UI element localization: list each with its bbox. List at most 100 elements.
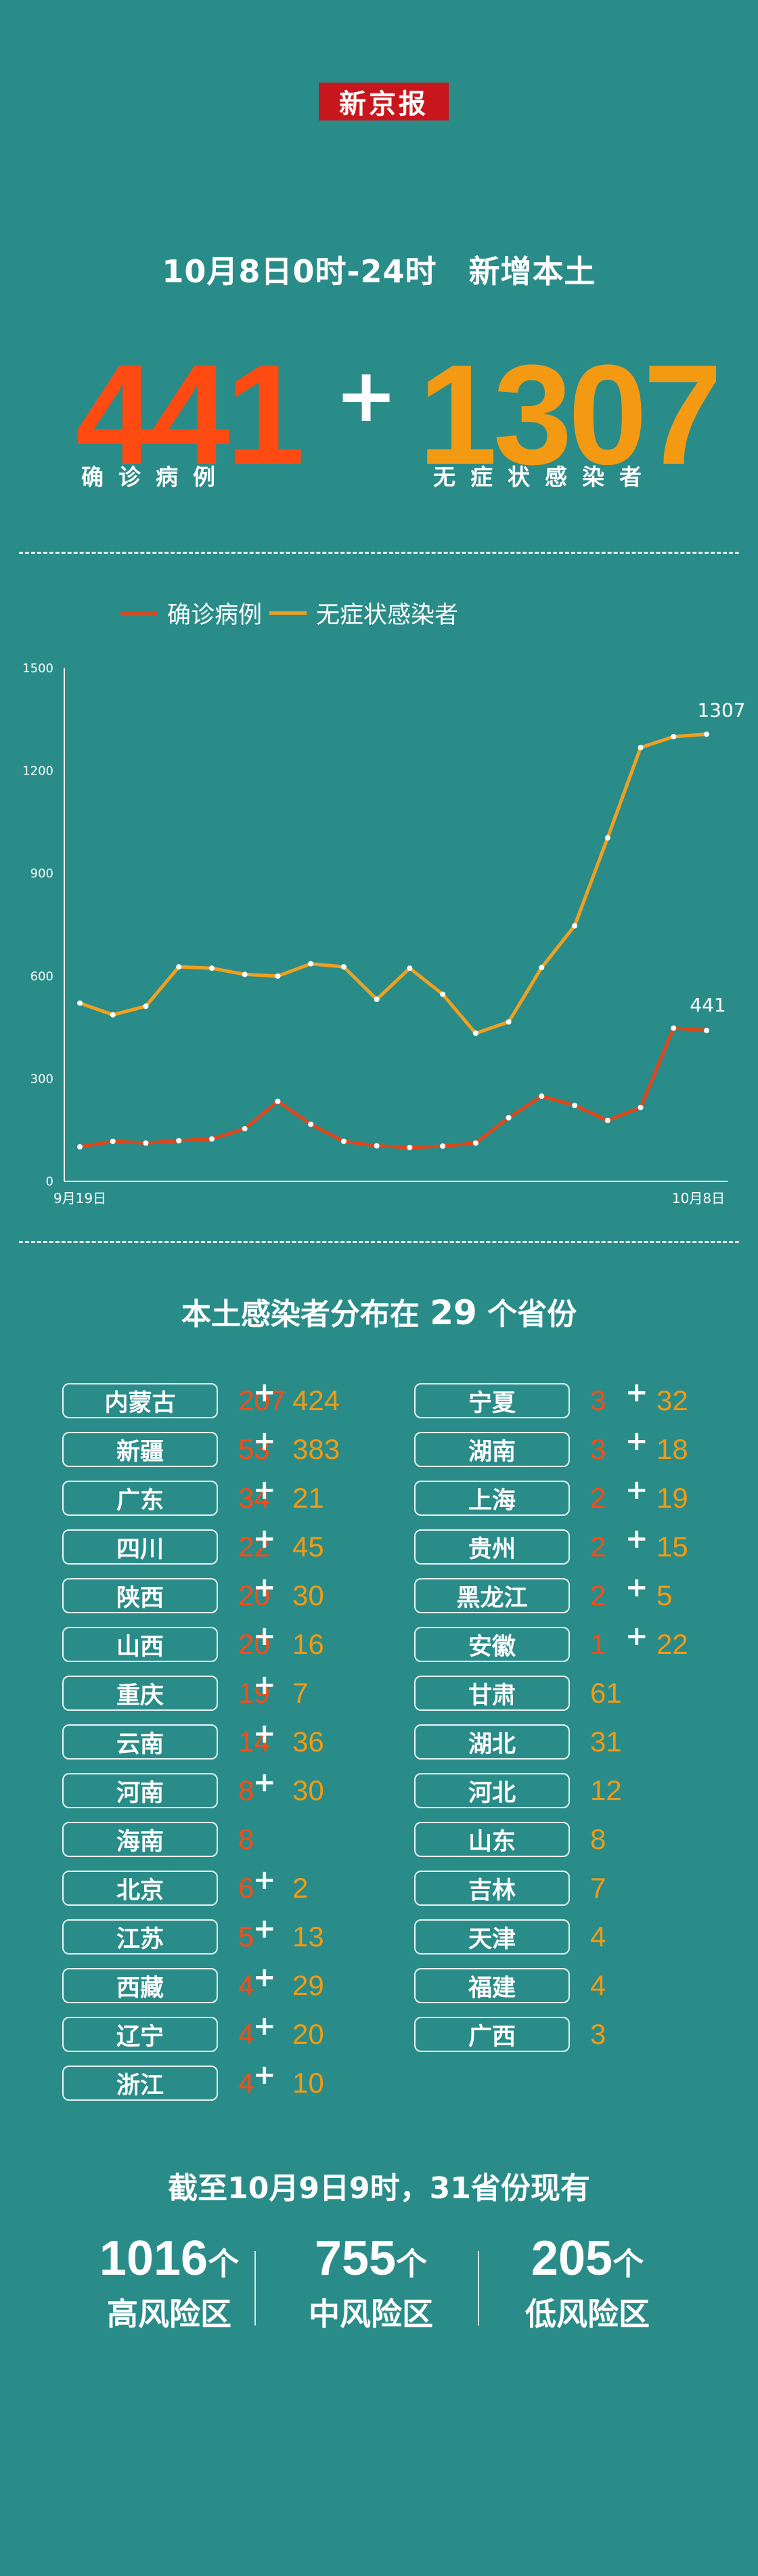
province-confirmed: 20 bbox=[238, 1628, 270, 1660]
data-point bbox=[374, 1143, 380, 1149]
risk-high: 1016个 高风险区 bbox=[68, 2234, 271, 2334]
end-label-asymptomatic: 1307 bbox=[697, 699, 745, 722]
divider-middle bbox=[19, 1241, 739, 1243]
province-name: 海南 bbox=[62, 1822, 218, 1857]
province-name: 福建 bbox=[414, 1968, 570, 2003]
province-confirmed: 1 bbox=[590, 1628, 606, 1660]
data-point bbox=[143, 1003, 149, 1009]
data-point bbox=[440, 991, 446, 997]
data-point bbox=[704, 1028, 709, 1034]
risk-low-label: 低风险区 bbox=[525, 2296, 650, 2332]
data-point bbox=[704, 731, 709, 737]
province-plus: + bbox=[253, 1962, 276, 1993]
province-plus: + bbox=[253, 1426, 276, 1457]
province-plus: + bbox=[253, 1669, 276, 1701]
province-name: 西藏 bbox=[62, 1968, 218, 2003]
province-confirmed: 3 bbox=[590, 1384, 606, 1416]
risk-high-label: 高风险区 bbox=[107, 2296, 231, 2332]
xinjingbao-logo: 新京报 bbox=[319, 83, 449, 121]
data-point bbox=[472, 1030, 478, 1036]
province-confirmed: 3 bbox=[590, 1433, 606, 1465]
province-name: 北京 bbox=[62, 1871, 218, 1906]
province-asymptomatic: 16 bbox=[292, 1628, 324, 1660]
line-chart: 0 300 600 900 1200 1500 9月19日 10月8日 441 1307 bbox=[22, 661, 745, 1206]
end-label-confirmed: 441 bbox=[690, 994, 726, 1016]
province-confirmed: 5 bbox=[238, 1921, 254, 1952]
province-name: 河北 bbox=[414, 1773, 570, 1808]
y-tick-label: 0 bbox=[46, 1175, 53, 1189]
province-confirmed: 22 bbox=[238, 1531, 270, 1563]
province-plus: + bbox=[625, 1377, 648, 1408]
legend-confirmed: 确诊病例 bbox=[120, 596, 262, 630]
province-asymptomatic: 20 bbox=[292, 2018, 324, 2050]
risk-medium-count: 755 bbox=[314, 2231, 397, 2286]
risk-low-unit: 个 bbox=[612, 2246, 644, 2282]
province-name: 陕西 bbox=[62, 1578, 218, 1613]
data-point bbox=[77, 1000, 83, 1006]
province-plus: + bbox=[253, 1864, 276, 1896]
data-point bbox=[638, 745, 644, 751]
province-confirmed: 2 bbox=[590, 1531, 606, 1563]
data-point bbox=[572, 1102, 578, 1108]
province-name: 江苏 bbox=[62, 1919, 218, 1955]
province-plus: + bbox=[253, 1767, 276, 1798]
province-plus: + bbox=[253, 1523, 276, 1554]
data-point bbox=[275, 1098, 281, 1104]
data-point bbox=[539, 1093, 545, 1099]
legend-asymptomatic: 无症状感染者 bbox=[269, 596, 458, 630]
data-point bbox=[242, 972, 248, 978]
province-plus: + bbox=[253, 2059, 276, 2091]
province-asymptomatic: 10 bbox=[292, 2067, 324, 2099]
data-point bbox=[110, 1011, 116, 1018]
asymptomatic-total: 1307 bbox=[418, 335, 722, 494]
province-name: 天津 bbox=[414, 1919, 570, 1955]
series-line-0 bbox=[79, 1026, 707, 1150]
province-name: 广西 bbox=[414, 2017, 570, 2052]
province-name: 山西 bbox=[62, 1627, 218, 1662]
risk-title: 截至10月9日9时，31省份现有 bbox=[168, 2171, 590, 2206]
province-confirmed: 20 bbox=[238, 1579, 270, 1611]
data-point bbox=[539, 965, 545, 971]
province-plus: + bbox=[625, 1475, 648, 1506]
province-asymptomatic: 13 bbox=[292, 1921, 324, 1952]
provinces-count: 29 bbox=[430, 1293, 477, 1332]
y-tick-label: 300 bbox=[30, 1072, 53, 1086]
data-point bbox=[374, 997, 380, 1003]
province-name: 四川 bbox=[62, 1529, 218, 1565]
province-asymptomatic: 22 bbox=[656, 1628, 688, 1660]
data-point bbox=[340, 964, 347, 970]
province-plus: + bbox=[625, 1621, 648, 1652]
province-asymptomatic: 8 bbox=[590, 1823, 606, 1855]
province-asymptomatic: 61 bbox=[590, 1677, 622, 1709]
province-asymptomatic: 3 bbox=[590, 2018, 606, 2050]
province-asymptomatic: 32 bbox=[656, 1384, 688, 1416]
risk-high-count: 1016 bbox=[99, 2231, 208, 2286]
data-point bbox=[506, 1019, 512, 1025]
asymptomatic-label: 无症状感染者 bbox=[433, 464, 656, 490]
y-tick-label: 600 bbox=[30, 969, 53, 984]
province-plus: + bbox=[253, 1913, 276, 1944]
province-asymptomatic: 383 bbox=[292, 1433, 340, 1465]
province-confirmed: 4 bbox=[238, 2067, 254, 2099]
province-name: 河南 bbox=[62, 1773, 218, 1808]
divider-top bbox=[19, 552, 739, 554]
province-asymptomatic: 19 bbox=[656, 1482, 688, 1514]
province-confirmed: 34 bbox=[238, 1482, 270, 1514]
province-asymptomatic: 31 bbox=[590, 1726, 622, 1758]
plus-sign: + bbox=[335, 352, 398, 439]
x-tick-label: 9月19日 bbox=[53, 1190, 106, 1206]
risk-low-count: 205 bbox=[531, 2231, 613, 2286]
province-name: 贵州 bbox=[414, 1529, 570, 1565]
province-plus: + bbox=[625, 1523, 648, 1554]
province-plus: + bbox=[253, 2011, 276, 2042]
province-name: 宁夏 bbox=[414, 1383, 570, 1418]
province-confirmed: 4 bbox=[238, 2018, 254, 2050]
province-confirmed: 4 bbox=[238, 1969, 254, 2001]
province-asymptomatic: 21 bbox=[292, 1482, 324, 1514]
province-name: 重庆 bbox=[62, 1676, 218, 1711]
province-name: 辽宁 bbox=[62, 2017, 218, 2052]
province-asymptomatic: 7 bbox=[590, 1872, 606, 1904]
provinces-title-post: 个省份 bbox=[487, 1297, 577, 1332]
y-tick-label: 1200 bbox=[22, 764, 53, 779]
province-confirmed: 2 bbox=[590, 1482, 606, 1514]
